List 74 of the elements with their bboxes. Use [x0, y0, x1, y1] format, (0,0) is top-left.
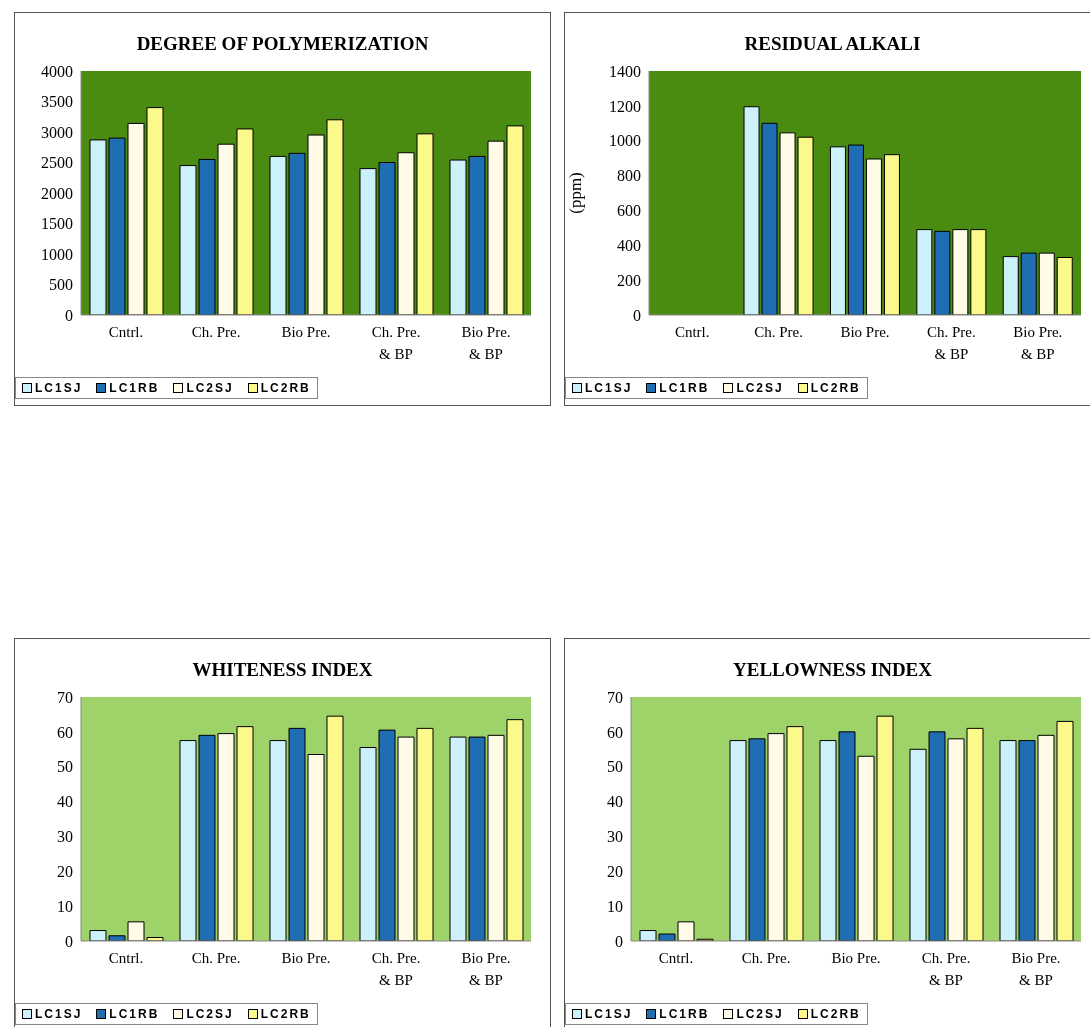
x-tick-label: Cntrl.	[658, 950, 694, 966]
legend-label: LC1RB	[658, 381, 710, 395]
x-tick-label: Ch. Pre. & BP	[921, 950, 971, 988]
x-tick-label: Bio Pre. & BP	[1011, 950, 1061, 988]
x-tick-label: Ch. Pre.	[191, 324, 241, 340]
y-tick-label: 60	[57, 723, 73, 741]
y-tick-label: 500	[49, 276, 73, 294]
y-tick-label: 4000	[41, 62, 73, 80]
y-tick-label: 1000	[609, 132, 641, 150]
x-tick-label: Cntrl.	[674, 324, 710, 340]
y-tick-label: 10	[57, 897, 73, 915]
y-tick-label: 800	[617, 167, 641, 185]
legend-label: LC2RB	[809, 381, 861, 395]
legend-label: LC1RB	[108, 381, 160, 395]
chart-title: WHITENESS INDEX	[191, 659, 374, 682]
y-tick-label: 200	[617, 271, 641, 289]
y-tick-label: 50	[607, 758, 623, 776]
legend-label: LC1SJ	[584, 1007, 633, 1021]
y-tick-label: 0	[615, 932, 623, 950]
y-tick-label: 3000	[41, 123, 73, 141]
y-tick-label: 20	[57, 862, 73, 880]
x-tick-label: Cntrl.	[108, 324, 144, 340]
y-tick-label: 1000	[41, 245, 73, 263]
x-tick-label: Bio Pre.	[281, 324, 331, 340]
legend-label: LC2RB	[809, 1007, 861, 1021]
y-tick-label: 40	[607, 793, 623, 811]
chart-title: DEGREE OF POLYMERIZATION	[135, 33, 430, 56]
legend-label: LC1SJ	[34, 1007, 83, 1021]
y-tick-label: 3500	[41, 93, 73, 111]
chart-title: YELLOWNESS INDEX	[732, 659, 933, 682]
y-axis-title: (ppm)	[566, 172, 586, 214]
legend-label: LC2SJ	[735, 1007, 784, 1021]
legend-label: LC2RB	[259, 381, 311, 395]
x-tick-label: Bio Pre.	[281, 950, 331, 966]
x-tick-label: Bio Pre. & BP	[461, 950, 511, 988]
y-tick-label: 2500	[41, 154, 73, 172]
y-tick-label: 2000	[41, 184, 73, 202]
y-tick-label: 10	[607, 897, 623, 915]
x-tick-label: Bio Pre.	[831, 950, 881, 966]
y-tick-label: 70	[607, 688, 623, 706]
x-tick-label: Ch. Pre.	[741, 950, 791, 966]
y-tick-label: 0	[65, 932, 73, 950]
x-tick-label: Bio Pre. & BP	[461, 324, 511, 362]
legend-label: LC2SJ	[735, 381, 784, 395]
x-tick-label: Bio Pre.	[840, 324, 890, 340]
legend-label: LC1SJ	[34, 381, 83, 395]
y-tick-label: 400	[617, 236, 641, 254]
x-tick-label: Ch. Pre. & BP	[371, 324, 421, 362]
legend-label: LC1SJ	[584, 381, 633, 395]
y-tick-label: 1200	[609, 97, 641, 115]
x-tick-label: Ch. Pre. & BP	[927, 324, 976, 362]
legend-label: LC1RB	[108, 1007, 160, 1021]
y-tick-label: 30	[57, 828, 73, 846]
x-tick-label: Ch. Pre.	[191, 950, 241, 966]
x-tick-label: Ch. Pre. & BP	[371, 950, 421, 988]
y-tick-label: 70	[57, 688, 73, 706]
legend-label: LC1RB	[658, 1007, 710, 1021]
y-tick-label: 1500	[41, 215, 73, 233]
y-tick-label: 0	[65, 306, 73, 324]
y-tick-label: 50	[57, 758, 73, 776]
y-tick-label: 60	[607, 723, 623, 741]
legend-label: LC2SJ	[185, 1007, 234, 1021]
y-tick-label: 0	[633, 306, 641, 324]
y-tick-label: 600	[617, 202, 641, 220]
y-tick-label: 1400	[609, 62, 641, 80]
y-tick-label: 20	[607, 862, 623, 880]
y-tick-label: 30	[607, 828, 623, 846]
x-tick-label: Bio Pre. & BP	[1013, 324, 1063, 362]
x-tick-label: Ch. Pre.	[754, 324, 803, 340]
legend-label: LC2RB	[259, 1007, 311, 1021]
x-tick-label: Cntrl.	[108, 950, 144, 966]
chart-title: RESIDUAL ALKALI	[743, 33, 922, 56]
y-tick-label: 40	[57, 793, 73, 811]
legend-label: LC2SJ	[185, 381, 234, 395]
